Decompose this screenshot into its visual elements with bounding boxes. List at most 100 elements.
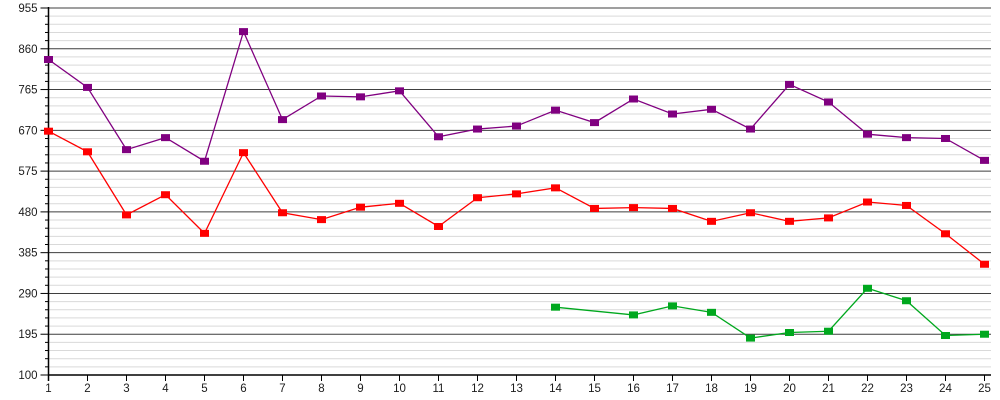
red-series-marker <box>902 201 911 209</box>
purple-series-line <box>48 29 985 163</box>
y-tick-label: 860 <box>18 44 37 56</box>
x-tick-label: 22 <box>861 383 874 395</box>
green-series-marker <box>902 297 911 305</box>
red-series-marker <box>629 204 638 212</box>
red-series-marker <box>824 214 833 222</box>
y-tick-label: 955 <box>18 3 37 15</box>
purple-series-marker <box>278 116 287 124</box>
purple-series-marker <box>668 110 677 118</box>
x-tick-label: 17 <box>666 383 679 395</box>
x-tick-label: 23 <box>900 383 913 395</box>
purple-series-marker <box>356 93 365 101</box>
y-tick-label: 480 <box>18 207 37 219</box>
purple-series-marker <box>902 134 911 142</box>
purple-series-marker <box>317 92 326 100</box>
red-series-marker <box>356 203 365 211</box>
red-series-marker <box>434 222 443 230</box>
purple-series-marker <box>161 134 170 142</box>
purple-series-marker <box>44 56 53 64</box>
red-series <box>44 127 989 268</box>
purple-series-marker <box>629 95 638 103</box>
x-tick-label: 19 <box>744 383 757 395</box>
purple-series-marker <box>590 119 599 127</box>
y-tick-label: 765 <box>18 85 37 97</box>
x-tick-label: 11 <box>433 383 445 395</box>
purple-series <box>44 28 989 165</box>
red-series-marker <box>83 148 92 156</box>
green-series-marker <box>785 329 794 337</box>
red-series-marker <box>668 204 677 212</box>
green-series-marker <box>707 308 716 316</box>
green-series-marker <box>863 284 872 292</box>
x-tick-label: 4 <box>162 383 169 395</box>
red-series-marker <box>941 230 950 238</box>
purple-series-marker <box>785 80 794 88</box>
purple-series-marker <box>512 122 521 130</box>
purple-series-marker <box>941 134 950 142</box>
red-series-marker <box>980 260 989 268</box>
x-tick-label: 21 <box>822 383 835 395</box>
x-tick-label: 5 <box>201 383 207 395</box>
green-series-marker <box>980 330 989 338</box>
red-series-marker <box>512 190 521 198</box>
x-tick-label: 24 <box>939 383 952 395</box>
x-tick-label: 25 <box>978 383 991 395</box>
red-series-marker <box>278 209 287 217</box>
purple-series-marker <box>200 157 209 165</box>
purple-series-marker <box>863 130 872 138</box>
green-series-marker <box>746 334 755 342</box>
y-tick-label: 100 <box>18 370 37 382</box>
purple-series-marker <box>473 125 482 133</box>
purple-series-marker <box>434 133 443 141</box>
red-series-marker <box>239 149 248 157</box>
y-tick-label: 670 <box>18 125 37 137</box>
red-series-marker <box>863 198 872 206</box>
purple-series-marker <box>239 28 248 36</box>
red-series-marker <box>317 216 326 224</box>
green-series <box>551 284 989 342</box>
x-tick-label: 12 <box>471 383 484 395</box>
x-tick-label: 2 <box>84 383 90 395</box>
green-series-marker <box>629 311 638 319</box>
green-series-marker <box>551 303 560 311</box>
x-tick-label: 15 <box>588 383 601 395</box>
x-tick-label: 13 <box>510 383 523 395</box>
red-series-marker <box>161 191 170 199</box>
red-series-marker <box>44 127 53 135</box>
purple-series-marker <box>83 83 92 91</box>
purple-series-marker <box>980 156 989 164</box>
green-series-marker <box>668 302 677 310</box>
y-axis-labels: 100 195 290 385 480 575 670 765 860 955 <box>18 3 37 382</box>
purple-series-marker <box>395 87 404 95</box>
red-series-marker <box>200 229 209 237</box>
x-tick-label: 18 <box>705 383 718 395</box>
x-tick-label: 10 <box>393 383 406 395</box>
x-tick-label: 1 <box>45 383 51 395</box>
y-tick-label: 575 <box>18 166 37 178</box>
purple-series-marker <box>551 106 560 114</box>
x-axis-labels: 1 2 3 4 5 6 7 8 9 10 11 12 13 14 15 16 17 18 19 20 21 22 23 24 2… <box>45 375 991 395</box>
purple-series-marker <box>824 98 833 106</box>
red-series-marker <box>746 209 755 217</box>
red-series-marker <box>785 217 794 225</box>
x-tick-label: 8 <box>318 383 324 395</box>
green-series-marker <box>824 327 833 335</box>
x-tick-label: 3 <box>123 383 129 395</box>
red-series-marker <box>395 199 404 207</box>
green-series-line <box>555 287 985 339</box>
y-tick-label: 195 <box>18 329 37 341</box>
red-series-marker <box>122 211 131 219</box>
purple-series-marker <box>746 125 755 133</box>
x-tick-label: 7 <box>279 383 285 395</box>
red-series-marker <box>590 204 599 212</box>
x-tick-label: 6 <box>240 383 246 395</box>
purple-series-marker <box>707 105 716 113</box>
red-series-marker <box>473 194 482 202</box>
y-tick-label: 290 <box>18 288 37 300</box>
x-tick-label: 20 <box>783 383 796 395</box>
purple-series-marker <box>122 146 131 154</box>
x-tick-label: 16 <box>627 383 640 395</box>
green-series-marker <box>941 332 950 340</box>
